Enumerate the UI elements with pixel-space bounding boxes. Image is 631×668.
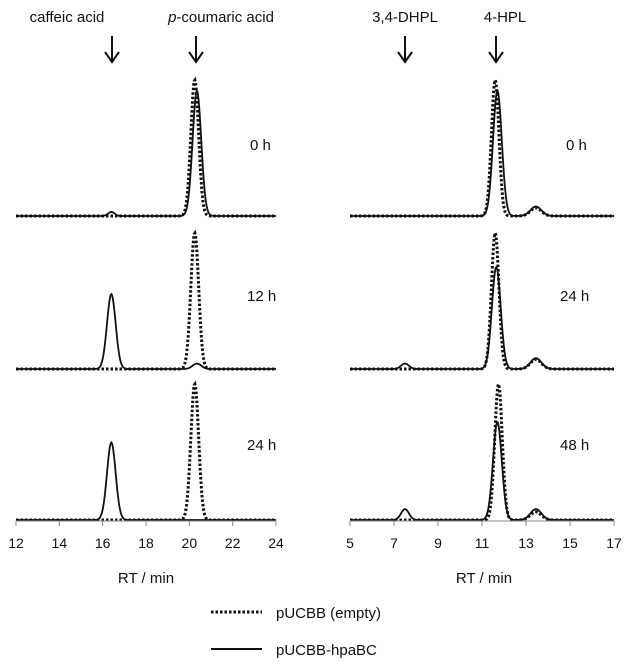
left-trace-0-empty	[16, 76, 276, 218]
right-x-ticks: 5 7 9 11 13 15 17	[346, 521, 622, 551]
marker-arrow-p-coumaric-acid	[188, 36, 204, 64]
left-trace-1-hpabc	[16, 292, 276, 370]
right-x-axis-label: RT / min	[456, 570, 512, 587]
marker-label-p-italic: p	[167, 9, 176, 26]
legend-label-empty: pUCBB (empty)	[276, 605, 381, 622]
right-tick-label-3: 11	[475, 535, 490, 551]
right-tick-label-6: 17	[606, 535, 622, 551]
marker-label-p-coumaric-acid: p-coumaric acid	[167, 9, 274, 26]
left-trace-2-empty	[16, 380, 276, 522]
marker-label-caffeic-acid: caffeic acid	[30, 9, 105, 26]
left-trace-2-hpabc	[16, 441, 276, 521]
legend-label-hpabc: pUCBB-hpaBC	[276, 642, 377, 659]
right-tick-label-1: 7	[390, 535, 398, 551]
marker-arrow-hpl	[488, 36, 504, 64]
left-time-label-2: 24 h	[247, 437, 276, 454]
marker-label-hpl: 4-HPL	[484, 9, 527, 26]
legend: pUCBB (empty) pUCBB-hpaBC	[211, 605, 381, 659]
right-trace-0-hpabc	[350, 90, 614, 217]
left-tick-label-1: 14	[52, 535, 68, 551]
left-trace-0-hpabc	[16, 89, 276, 217]
marker-arrow-dhpl	[397, 36, 413, 64]
marker-arrow-caffeic-acid	[104, 36, 120, 64]
right-tick-label-5: 15	[562, 535, 578, 551]
marker-label-p-rest: -coumaric acid	[176, 9, 274, 26]
left-tick-label-6: 24	[268, 535, 284, 551]
right-panel: 3,4-DHPL 4-HPL 0 h 24 h 48 h 5 7 9 11 13 15 17…	[346, 9, 622, 587]
right-traces	[350, 75, 614, 522]
right-time-label-2: 48 h	[560, 437, 589, 454]
right-tick-label-2: 9	[434, 535, 442, 551]
left-x-axis-label: RT / min	[118, 570, 174, 587]
left-time-label-1: 12 h	[247, 288, 276, 305]
right-tick-label-0: 5	[346, 535, 354, 551]
left-tick-label-5: 22	[225, 535, 241, 551]
right-trace-2-hpabc	[350, 421, 614, 521]
left-time-label-0: 0 h	[250, 137, 271, 154]
left-tick-label-4: 20	[182, 535, 198, 551]
right-time-label-1: 24 h	[560, 288, 589, 305]
left-panel: caffeic acid p-coumaric acid 0 h 12 h 24…	[8, 9, 284, 587]
right-trace-1-hpabc	[350, 265, 614, 370]
left-tick-label-3: 18	[138, 535, 154, 551]
left-tick-label-0: 12	[8, 535, 24, 551]
left-traces	[16, 76, 276, 522]
left-x-ticks: 12 14 16 18 20 22 24	[8, 521, 284, 551]
marker-label-dhpl: 3,4-DHPL	[372, 9, 438, 26]
right-tick-label-4: 13	[518, 535, 534, 551]
left-tick-label-2: 16	[95, 535, 111, 551]
left-trace-1-empty	[16, 229, 276, 371]
right-time-label-0: 0 h	[566, 137, 587, 154]
